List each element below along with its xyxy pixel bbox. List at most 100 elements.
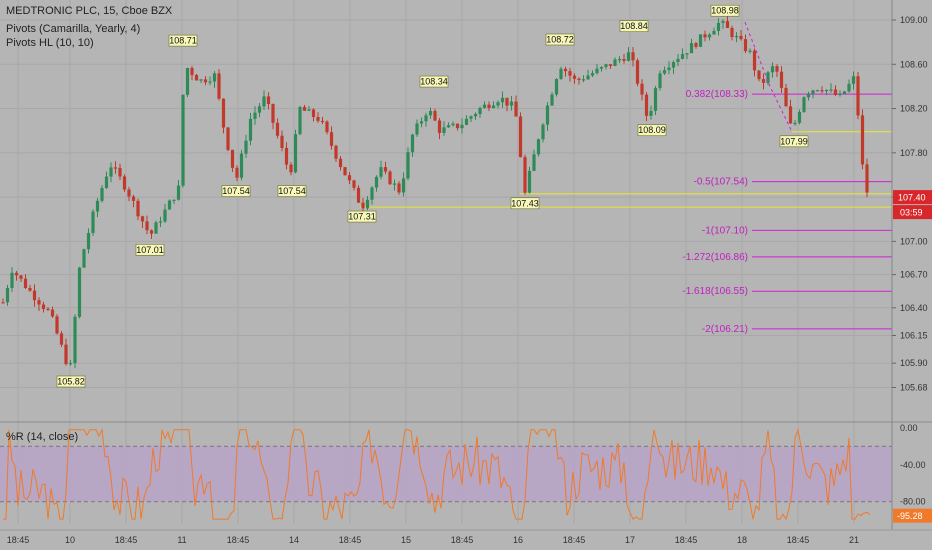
fib-label: 0.382(108.33)	[686, 89, 748, 100]
candle-body	[185, 68, 190, 95]
candle-body	[464, 118, 469, 125]
pivot-label: 107.54	[222, 186, 250, 196]
candle-body	[536, 139, 541, 155]
osc-tick-label: 0.00	[900, 423, 918, 433]
candle-body	[10, 272, 14, 288]
fib-label: -0.5(107.54)	[694, 177, 748, 188]
candle-body	[802, 97, 806, 112]
candle-body	[100, 187, 104, 201]
candle-body	[109, 167, 113, 177]
candle-body	[550, 94, 554, 106]
pivot-label: 108.71	[169, 36, 197, 46]
candle-body	[545, 105, 550, 125]
candle-body	[248, 118, 253, 141]
candle-body	[136, 200, 140, 217]
last-price-value: 107.40	[898, 193, 926, 203]
indicator-pivots-hl[interactable]: Pivots HL (10, 10)	[6, 37, 94, 49]
candle-body	[163, 209, 167, 222]
candle-body	[505, 97, 509, 106]
candle-body	[725, 21, 730, 28]
candle-body	[487, 104, 491, 108]
candle-body	[865, 164, 869, 193]
candle-body	[509, 101, 514, 106]
pivot-label-box	[277, 185, 307, 197]
pivot-label: 105.82	[57, 377, 85, 387]
candle-body	[68, 363, 73, 365]
candle-body	[253, 112, 257, 119]
candle-body	[437, 120, 442, 133]
candle-body	[428, 111, 433, 116]
candle-body	[451, 123, 455, 126]
candle-body	[365, 199, 370, 209]
candle-body	[280, 135, 284, 148]
candle-body	[694, 43, 698, 47]
candle-body	[91, 211, 95, 233]
horizontal-levels	[360, 93, 892, 330]
candle-body	[653, 88, 658, 111]
candle-body	[28, 288, 32, 291]
candle-body	[577, 78, 581, 81]
candle-body	[626, 52, 631, 61]
candle-body	[811, 90, 815, 94]
x-tick-label: 17	[625, 535, 635, 545]
y-tick-label: 106.70	[900, 270, 928, 280]
candle-body	[235, 167, 239, 178]
candle-body	[271, 103, 275, 123]
candle-body	[370, 187, 374, 200]
candle-body	[37, 300, 41, 305]
oscillator-label[interactable]: %R (14, close)	[6, 431, 79, 443]
candle-body	[131, 196, 136, 201]
osc-tick-label: -80.00	[900, 497, 926, 507]
candle-body	[797, 111, 802, 123]
candle-body	[518, 116, 523, 158]
candle-body	[820, 90, 824, 92]
y-tick-label: 108.60	[900, 59, 928, 69]
candle-body	[82, 249, 86, 268]
candle-body	[356, 187, 361, 203]
y-tick-label: 106.15	[900, 330, 928, 340]
candle-body	[500, 97, 505, 103]
candle-body	[113, 167, 118, 169]
candle-body	[50, 309, 55, 317]
osc-value-tag	[893, 508, 932, 523]
candle-body	[401, 178, 406, 193]
candle-body	[698, 34, 703, 47]
candle-body	[554, 79, 559, 95]
candle-body	[455, 123, 460, 129]
candle-body	[613, 59, 617, 66]
candle-body	[257, 106, 262, 113]
oscillator-band	[0, 446, 892, 502]
candle-body	[752, 50, 757, 71]
fib-label: -1(107.10)	[702, 225, 748, 236]
oscillator-line	[3, 427, 871, 521]
candle-body	[748, 50, 752, 52]
candle-body	[622, 59, 626, 61]
candle-body	[284, 147, 289, 165]
candle-body	[392, 183, 397, 185]
candle-body	[559, 68, 563, 80]
candle-body	[266, 96, 271, 104]
candle-body	[721, 21, 725, 23]
price-tags[interactable]: 107.40 03:59 -95.28	[893, 190, 932, 523]
candle-body	[482, 104, 487, 108]
candle-body	[860, 115, 865, 165]
candle-body	[154, 222, 158, 234]
pivot-label: 108.34	[420, 77, 448, 87]
x-tick-label: 18:45	[451, 535, 474, 545]
pivot-label: 107.54	[278, 186, 306, 196]
x-tick-label: 18:45	[675, 535, 698, 545]
candle-body	[824, 89, 829, 92]
pivot-label-box	[637, 124, 667, 137]
pivot-label-box	[135, 243, 165, 256]
pivot-label-box	[619, 20, 649, 33]
indicator-camarilla[interactable]: Pivots (Camarilla, Yearly, 4)	[6, 23, 141, 35]
candle-body	[149, 230, 154, 234]
pivot-labels: 105.82 107.01 108.71 107.54 107.54 107.31 108.…	[56, 4, 809, 388]
candle-body	[833, 89, 838, 95]
candle-body	[595, 68, 599, 74]
pivot-label-box	[710, 4, 740, 17]
candle-body	[262, 96, 266, 107]
candle-body	[329, 132, 334, 146]
candle-body	[608, 64, 613, 66]
